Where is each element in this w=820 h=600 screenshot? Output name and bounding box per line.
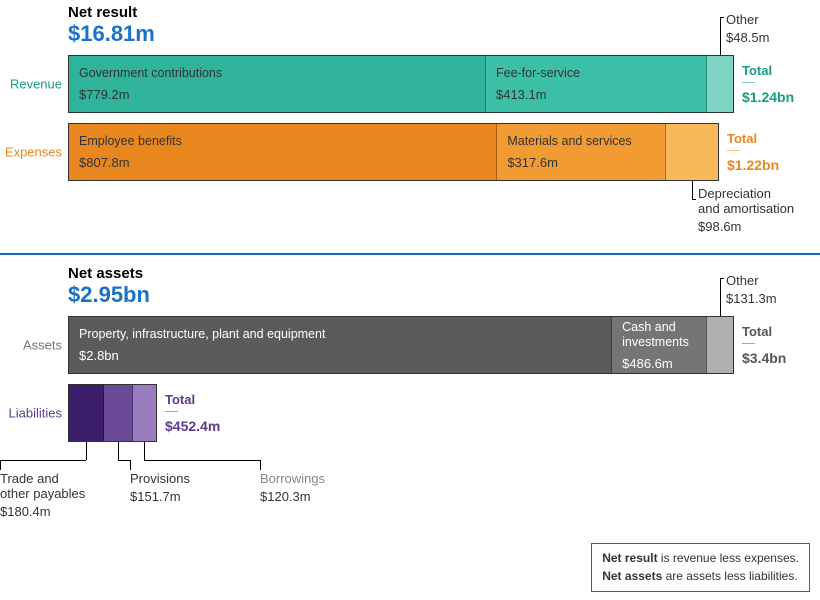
total-value: $1.22bn	[727, 157, 789, 173]
assets-row: Assets Property, infrastructure, plant a…	[68, 316, 810, 374]
revenue-label: Revenue	[2, 77, 62, 92]
bar-segment	[666, 124, 718, 180]
bar-segment: Employee benefits$807.8m	[69, 124, 497, 180]
total-value: $1.24bn	[742, 89, 804, 105]
liabilities-label: Liabilities	[2, 406, 62, 421]
bar-segment: Property, infrastructure, plant and equi…	[69, 317, 612, 373]
liabilities-total: Total — $452.4m	[165, 384, 227, 442]
bar-segment: Materials and services$317.6m	[497, 124, 666, 180]
revenue-bar: Government contributions$779.2mFee-for-s…	[68, 55, 734, 113]
total-value: $452.4m	[165, 418, 227, 434]
expenses-total: Total — $1.22bn	[727, 123, 789, 181]
callout: Other$48.5m	[726, 13, 769, 45]
callout: Other$131.3m	[726, 274, 777, 306]
callout: Depreciationand amortisation$98.6m	[698, 187, 794, 234]
balance-sheet-section: Net assets $2.95bn Assets Property, infr…	[0, 261, 820, 442]
section-divider	[0, 253, 820, 255]
bar-segment	[707, 317, 733, 373]
bar-segment: Fee-for-service$413.1m	[486, 56, 707, 112]
net-assets-label: Net assets	[68, 265, 810, 282]
definitions-box: Net result is revenue less expenses. Net…	[591, 543, 810, 592]
callout: Trade andother payables$180.4m	[0, 472, 85, 519]
net-result-label: Net result	[68, 4, 810, 21]
income-statement-section: Net result $16.81m Revenue Government co…	[0, 0, 820, 181]
net-assets-header: Net assets $2.95bn	[68, 261, 810, 308]
bar-segment	[104, 385, 133, 441]
expenses-bar: Employee benefits$807.8mMaterials and se…	[68, 123, 719, 181]
net-result-value: $16.81m	[68, 21, 810, 47]
net-result-header: Net result $16.81m	[68, 0, 810, 47]
bar-segment	[707, 56, 733, 112]
net-assets-value: $2.95bn	[68, 282, 810, 308]
expenses-label: Expenses	[2, 145, 62, 160]
bar-segment: Government contributions$779.2m	[69, 56, 486, 112]
assets-total: Total — $3.4bn	[742, 316, 804, 374]
assets-label: Assets	[2, 338, 62, 353]
callout: Borrowings$120.3m	[260, 472, 325, 504]
bar-segment	[133, 385, 156, 441]
callout: Provisions$151.7m	[130, 472, 190, 504]
expenses-row: Expenses Employee benefits$807.8mMateria…	[68, 123, 810, 181]
liabilities-bar	[68, 384, 157, 442]
assets-bar: Property, infrastructure, plant and equi…	[68, 316, 734, 374]
total-value: $3.4bn	[742, 350, 804, 366]
revenue-row: Revenue Government contributions$779.2mF…	[68, 55, 810, 113]
bar-segment	[69, 385, 104, 441]
revenue-total: Total — $1.24bn	[742, 55, 804, 113]
liabilities-row: Liabilities Total — $452.4m	[68, 384, 810, 442]
bar-segment: Cash andinvestments$486.6m	[612, 317, 707, 373]
